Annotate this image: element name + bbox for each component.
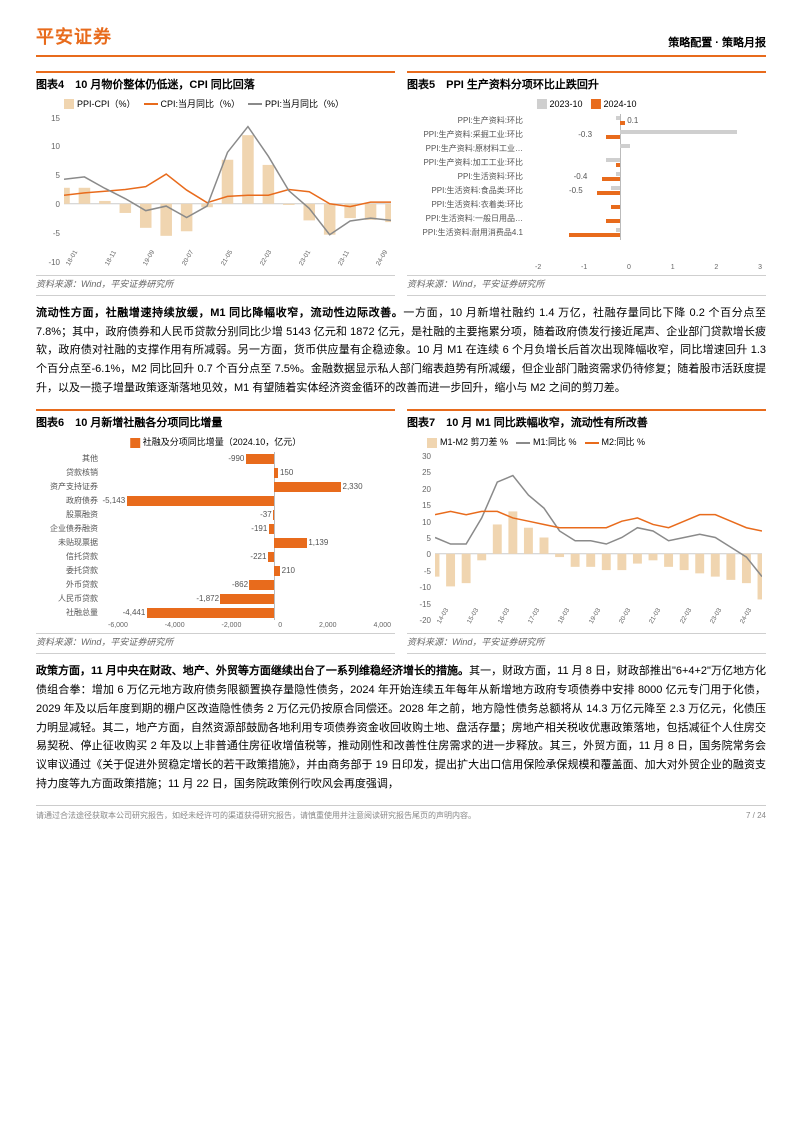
chart5-source: 资料来源：Wind，平安证券研究所 — [407, 276, 766, 297]
footer-disclaimer: 请通过合法途径获取本公司研究报告，如经未经许可的渠道获得研究报告，请慎重使用并注… — [36, 810, 476, 822]
chart6: 图表6 10 月新增社融各分项同比增量 社融及分项同比增量（2024.10，亿元… — [36, 409, 395, 654]
chart7: 图表7 10 月 M1 同比跌幅收窄，流动性有所改善 M1-M2 剪刀差 % M… — [407, 409, 766, 654]
chart5-plot: 2023-10 2024-10 PPI:生产资料:环比0.1PPI:生产资料:采… — [407, 96, 766, 276]
brand-logo: 平安证券 — [36, 24, 112, 51]
chart5-row: PPI:生活资料:一般日用品… — [407, 212, 760, 226]
chart5-row: PPI:生产资料:原材料工业… — [407, 142, 760, 156]
header-category: 策略配置 · 策略月报 — [668, 35, 766, 52]
chart4-xaxis: 18-0118-1119-0920-0721-0522-0323-0123-11… — [64, 263, 391, 275]
chart6-legend: 社融及分项同比增量（2024.10，亿元） — [130, 436, 302, 450]
chart6-row: 外币贷款-862 — [36, 578, 389, 592]
chart6-row: 资产支持证券2,330 — [36, 480, 389, 494]
chart5-row: PPI:生活资料:环比-0.4 — [407, 170, 760, 184]
chart6-row: 未贴现票据1,139 — [36, 536, 389, 550]
chart5-legend: 2023-10 2024-10 — [536, 98, 636, 112]
chart5-row: PPI:生活资料:耐用消费品4.1 — [407, 226, 760, 240]
chart7-title: 图表7 10 月 M1 同比跌幅收窄，流动性有所改善 — [407, 409, 766, 434]
chart6-title: 图表6 10 月新增社融各分项同比增量 — [36, 409, 395, 434]
chart7-xaxis: 14-0315-0316-0317-0318-0319-0320-0321-03… — [435, 621, 762, 633]
chart6-source: 资料来源：Wind，平安证券研究所 — [36, 634, 395, 655]
chart5: 图表5 PPI 生产资料分项环比止跌回升 2023-10 2024-10 PPI… — [407, 71, 766, 296]
chart6-row: 企业债券融资-191 — [36, 522, 389, 536]
chart4-source: 资料来源：Wind，平安证券研究所 — [36, 276, 395, 297]
legend-swatch — [130, 438, 140, 448]
legend-swatch — [585, 442, 599, 444]
chart6-row: 委托贷款210 — [36, 564, 389, 578]
paragraph-policy: 政策方面，11 月中央在财政、地产、外贸等方面继续出台了一系列维稳经济增长的措施… — [36, 662, 766, 793]
paragraph-liquidity: 流动性方面，社融增速持续放缓，M1 同比降幅收窄，流动性边际改善。一方面，10 … — [36, 304, 766, 397]
legend-swatch — [591, 99, 601, 109]
page-number: 7 / 24 — [746, 810, 766, 822]
chart6-xaxis: -6,000-4,000-2,00002,0004,000 — [108, 621, 391, 633]
page-header: 平安证券 策略配置 · 策略月报 — [36, 24, 766, 57]
chart6-row: 社融总量-4,441 — [36, 606, 389, 620]
chart4-yaxis: -10-5051015 — [38, 96, 62, 261]
chart7-plot: M1-M2 剪刀差 % M1:同比 % M2:同比 % -20-15-10-50… — [407, 434, 766, 634]
chart5-row: PPI:生活资料:衣着类:环比 — [407, 198, 760, 212]
legend-swatch — [248, 103, 262, 105]
chart5-row: PPI:生产资料:采掘工业:环比-0.3 — [407, 128, 760, 142]
chart5-title: 图表5 PPI 生产资料分项环比止跌回升 — [407, 71, 766, 96]
chart6-row: 政府债券-5,143 — [36, 494, 389, 508]
chart4: 图表4 10 月物价整体仍低迷，CPI 同比回落 PPI-CPI（%） CPI:… — [36, 71, 395, 296]
chart6-row: 股票融资-37 — [36, 508, 389, 522]
chart-row-1: 图表4 10 月物价整体仍低迷，CPI 同比回落 PPI-CPI（%） CPI:… — [36, 71, 766, 296]
legend-swatch — [64, 99, 74, 109]
chart6-row: 其他-990 — [36, 452, 389, 466]
page-footer: 请通过合法途径获取本公司研究报告，如经未经许可的渠道获得研究报告，请慎重使用并注… — [36, 805, 766, 822]
chart6-row: 信托贷款-221 — [36, 550, 389, 564]
legend-swatch — [536, 99, 546, 109]
chart5-row: PPI:生产资料:加工工业:环比 — [407, 156, 760, 170]
chart5-xaxis: -2-10123 — [535, 263, 762, 275]
legend-swatch — [516, 442, 530, 444]
chart4-plot: PPI-CPI（%） CPI:当月同比（%） PPI:当月同比（%） -10-5… — [36, 96, 395, 276]
chart6-row: 贷款核销150 — [36, 466, 389, 480]
chart6-plot: 社融及分项同比增量（2024.10，亿元） 其他-990贷款核销150资产支持证… — [36, 434, 395, 634]
legend-swatch — [144, 103, 158, 105]
chart7-yaxis: -20-15-10-5051015202530 — [409, 434, 433, 619]
chart4-legend: PPI-CPI（%） CPI:当月同比（%） PPI:当月同比（%） — [64, 98, 344, 112]
chart4-title: 图表4 10 月物价整体仍低迷，CPI 同比回落 — [36, 71, 395, 96]
chart5-row: PPI:生活资料:食品类:环比-0.5 — [407, 184, 760, 198]
chart5-row: PPI:生产资料:环比0.1 — [407, 114, 760, 128]
chart-row-2: 图表6 10 月新增社融各分项同比增量 社融及分项同比增量（2024.10，亿元… — [36, 409, 766, 654]
chart7-source: 资料来源：Wind，平安证券研究所 — [407, 634, 766, 655]
chart6-row: 人民币贷款-1,872 — [36, 592, 389, 606]
chart7-legend: M1-M2 剪刀差 % M1:同比 % M2:同比 % — [427, 436, 645, 450]
